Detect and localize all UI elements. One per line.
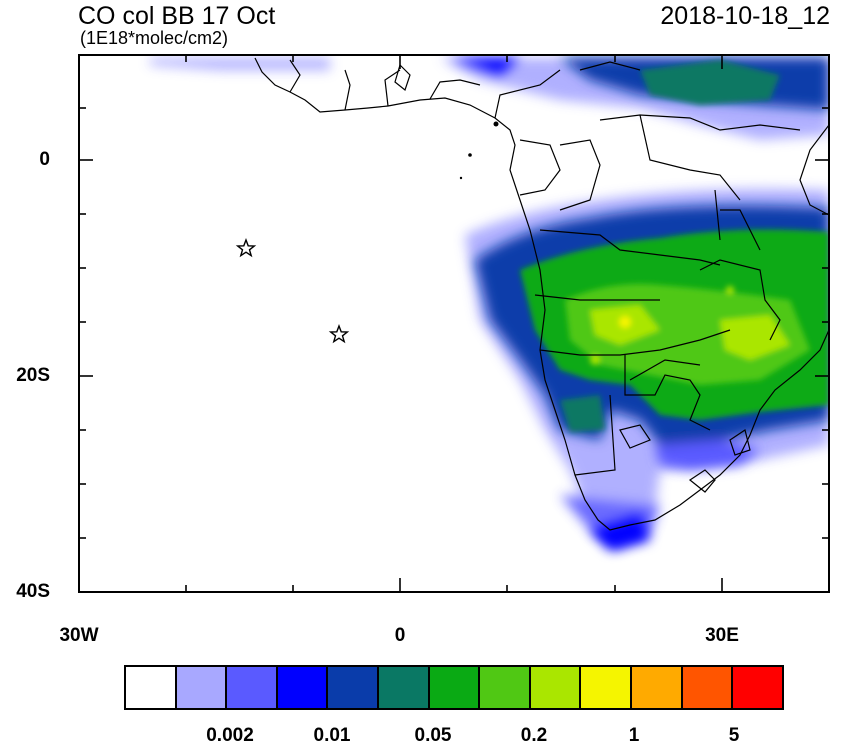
map-title: CO col BB 17 Oct [78, 2, 276, 30]
colorbar-box-2 [227, 667, 278, 708]
date-label: 2018-10-18_12 [660, 2, 830, 30]
colorbar-box-1 [176, 667, 228, 708]
colorbar-box-10 [632, 667, 683, 708]
colorbar-box-3 [277, 667, 329, 708]
coastlines [254, 57, 829, 531]
lat-label-20s: 20S [16, 365, 50, 386]
colorbar-label-1: 1 [628, 725, 640, 746]
colorbar-box-9 [581, 667, 633, 708]
colorbar-label-0.01: 0.01 [313, 725, 351, 746]
st-helena-star-icon [328, 324, 350, 344]
colorbar-label-0.2: 0.2 [520, 725, 548, 746]
colorbar-box-5 [379, 667, 430, 708]
colorbar-label-0.05: 0.05 [414, 725, 452, 746]
colorbar-box-12 [733, 667, 782, 708]
colorbar-label-5: 5 [728, 725, 740, 746]
colorbar-box-6 [429, 667, 481, 708]
lat-label-40s: 40S [16, 581, 50, 602]
ascension-star-icon [235, 238, 257, 258]
axis-ticks [79, 55, 829, 592]
lon-label-0: 0 [394, 625, 406, 646]
units-label: (1E18*molec/cm2) [80, 28, 229, 48]
lon-label-30e: 30E [705, 625, 739, 646]
map-frame [78, 54, 830, 593]
colorbar-box-7 [480, 667, 531, 708]
colorbar-box-4 [328, 667, 380, 708]
colorbar-box-11 [682, 667, 734, 708]
lon-label-30w: 30W [59, 625, 99, 646]
colorbar-box-0 [126, 667, 177, 708]
colorbar-label-0.002: 0.002 [206, 725, 254, 746]
co-field [150, 58, 829, 550]
lat-label-0: 0 [39, 149, 50, 170]
islands [459, 121, 499, 180]
colorbar-box-8 [530, 667, 582, 708]
colorbar [124, 665, 784, 710]
